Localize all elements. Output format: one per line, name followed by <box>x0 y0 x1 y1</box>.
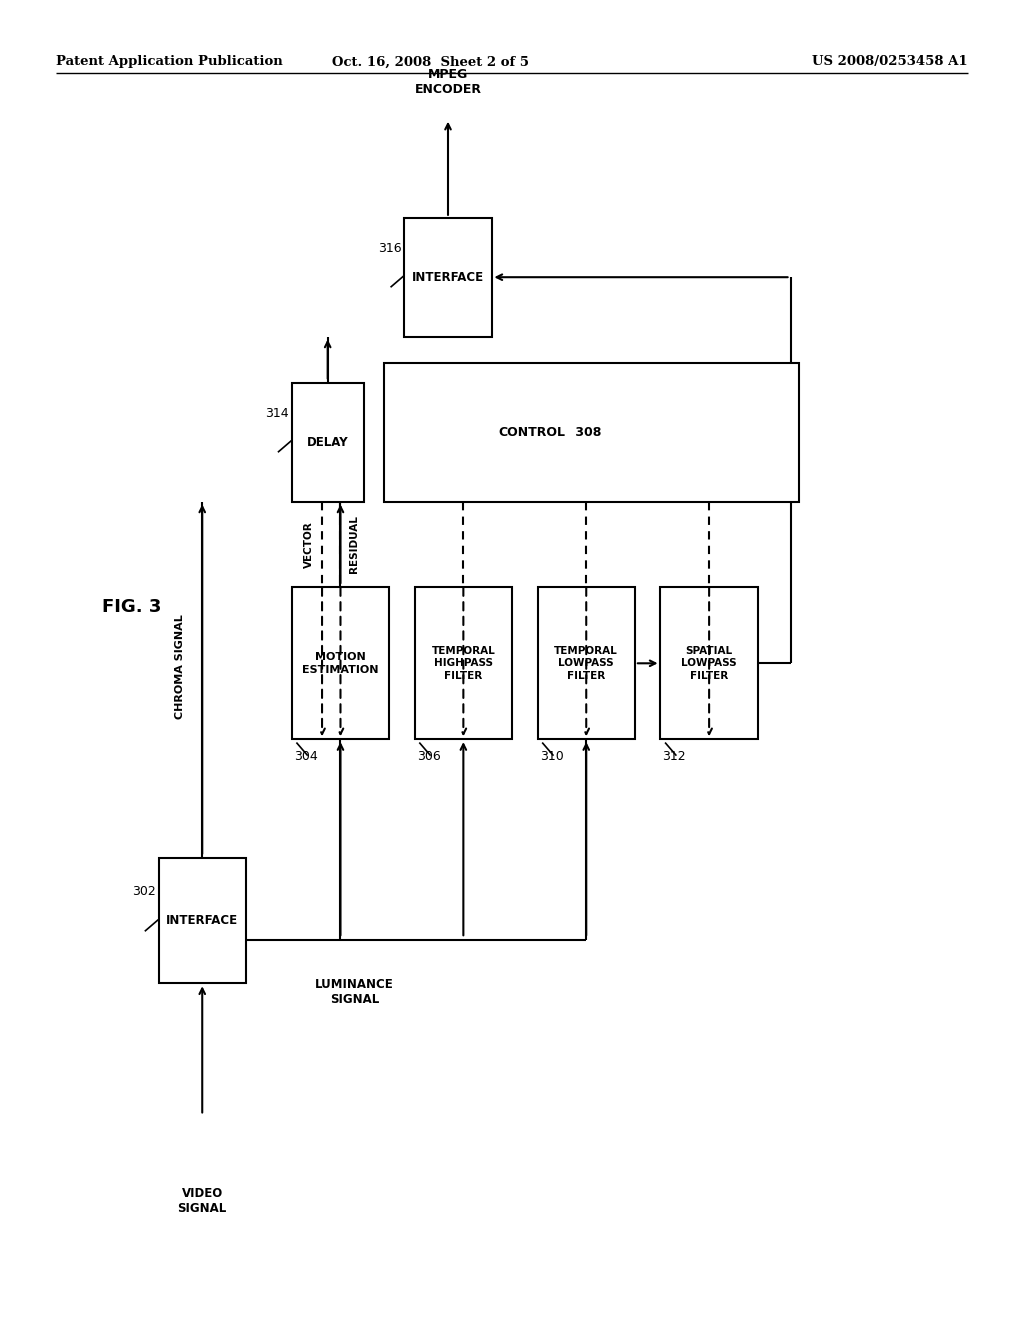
Bar <box>292 383 364 502</box>
Text: 310: 310 <box>540 750 563 763</box>
Text: 314: 314 <box>265 408 289 420</box>
Text: TEMPORAL
LOWPASS
FILTER: TEMPORAL LOWPASS FILTER <box>554 645 618 681</box>
Text: 302: 302 <box>132 884 156 898</box>
Text: SPATIAL
LOWPASS
FILTER: SPATIAL LOWPASS FILTER <box>681 645 737 681</box>
Text: 306: 306 <box>417 750 440 763</box>
Bar <box>159 858 246 983</box>
Text: 304: 304 <box>294 750 317 763</box>
Text: VECTOR: VECTOR <box>304 521 313 568</box>
Bar <box>404 218 492 337</box>
Bar <box>660 587 758 739</box>
Bar <box>384 363 799 502</box>
Text: LUMINANCE
SIGNAL: LUMINANCE SIGNAL <box>315 978 394 1006</box>
Text: FIG. 3: FIG. 3 <box>102 598 162 616</box>
Text: INTERFACE: INTERFACE <box>412 271 484 284</box>
Text: MOTION
ESTIMATION: MOTION ESTIMATION <box>302 652 379 675</box>
Text: TEMPORAL
HIGHPASS
FILTER: TEMPORAL HIGHPASS FILTER <box>431 645 496 681</box>
Text: MPEG
ENCODER: MPEG ENCODER <box>415 67 481 96</box>
Text: INTERFACE: INTERFACE <box>166 915 239 927</box>
Text: 316: 316 <box>378 243 401 255</box>
Bar <box>415 587 512 739</box>
Text: VIDEO
SIGNAL: VIDEO SIGNAL <box>177 1187 227 1216</box>
Text: 308: 308 <box>571 426 601 438</box>
Bar <box>292 587 389 739</box>
Bar <box>538 587 635 739</box>
Text: US 2008/0253458 A1: US 2008/0253458 A1 <box>812 55 968 69</box>
Text: Patent Application Publication: Patent Application Publication <box>56 55 283 69</box>
Text: DELAY: DELAY <box>307 436 348 449</box>
Text: CHROMA SIGNAL: CHROMA SIGNAL <box>175 614 184 719</box>
Text: 312: 312 <box>663 750 686 763</box>
Text: CONTROL: CONTROL <box>499 426 565 438</box>
Text: RESIDUAL: RESIDUAL <box>349 516 358 573</box>
Text: Oct. 16, 2008  Sheet 2 of 5: Oct. 16, 2008 Sheet 2 of 5 <box>332 55 528 69</box>
